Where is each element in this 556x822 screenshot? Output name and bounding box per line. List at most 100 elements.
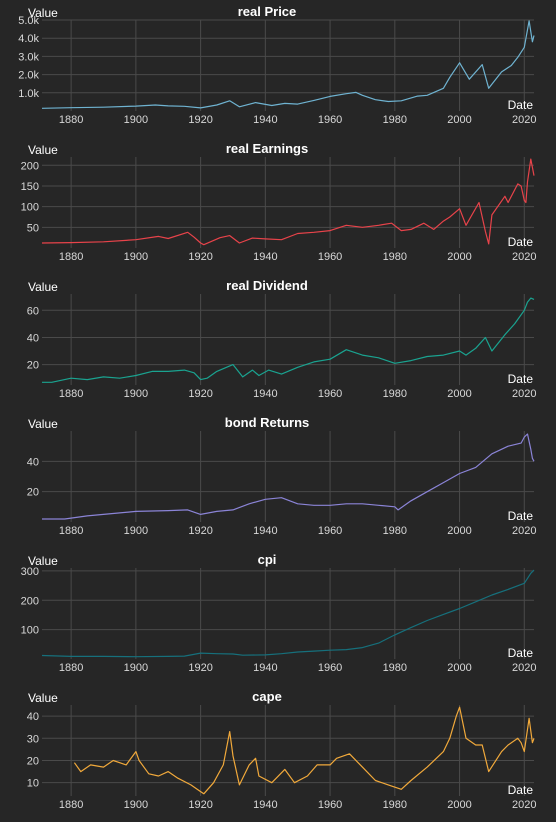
chart-panel-4: 1880 1900 1920 1940 1960 1980 2000 2020 100 200 30… <box>21 552 537 674</box>
y-tick-label: 40 <box>27 456 39 468</box>
x-tick-label: 1980 <box>383 251 407 263</box>
y-axis-label: Value <box>28 280 58 294</box>
x-axis-label: Date <box>508 509 534 523</box>
x-tick-label: 1880 <box>59 525 83 537</box>
x-tick-label: 1940 <box>253 662 277 674</box>
x-tick-label: 1900 <box>124 251 148 263</box>
x-tick-label: 1920 <box>188 114 212 126</box>
x-tick-label: 2000 <box>447 114 471 126</box>
series-line <box>42 297 535 383</box>
x-tick-label: 1920 <box>188 662 212 674</box>
chart-title: cpi <box>258 552 277 567</box>
x-tick-label: 1960 <box>318 388 342 400</box>
y-tick-label: 150 <box>21 181 39 193</box>
y-tick-label: 20 <box>27 487 39 499</box>
y-tick-label: 100 <box>21 625 39 637</box>
chart-title: real Earnings <box>226 141 308 156</box>
x-tick-label: 1940 <box>253 114 277 126</box>
x-tick-label: 2020 <box>512 114 536 126</box>
y-axis-label: Value <box>28 6 58 20</box>
x-tick-label: 1960 <box>318 114 342 126</box>
x-tick-label: 1960 <box>318 662 342 674</box>
y-tick-label: 30 <box>27 733 39 745</box>
x-tick-label: 1980 <box>383 525 407 537</box>
y-tick-label: 20 <box>27 360 39 372</box>
x-tick-label: 1980 <box>383 114 407 126</box>
y-tick-label: 2.0k <box>18 70 39 82</box>
x-tick-label: 2000 <box>447 388 471 400</box>
x-tick-label: 1960 <box>318 799 342 811</box>
x-tick-label: 2020 <box>512 662 536 674</box>
y-tick-label: 10 <box>27 778 39 790</box>
x-tick-label: 1960 <box>318 251 342 263</box>
x-tick-label: 2000 <box>447 799 471 811</box>
series-line <box>41 20 535 109</box>
y-tick-label: 4.0k <box>18 33 39 45</box>
x-tick-label: 1980 <box>383 799 407 811</box>
chart-title: bond Returns <box>225 415 310 430</box>
x-tick-label: 2020 <box>512 799 536 811</box>
y-tick-label: 40 <box>27 711 39 723</box>
x-tick-label: 2000 <box>447 525 471 537</box>
x-tick-label: 1880 <box>59 251 83 263</box>
x-tick-label: 2020 <box>512 525 536 537</box>
series-line <box>73 706 535 795</box>
chart-panel-3: 1880 1900 1920 1940 1960 1980 2000 20202040Valu… <box>27 415 537 537</box>
chart-panel-5: 1880 1900 1920 1940 1960 1980 2000 2020 10 20 30 40… <box>27 689 537 811</box>
x-tick-label: 1980 <box>383 388 407 400</box>
x-tick-label: 1880 <box>59 388 83 400</box>
x-tick-label: 1920 <box>188 799 212 811</box>
x-axis-label: Date <box>508 235 534 249</box>
x-tick-label: 1980 <box>383 662 407 674</box>
y-axis-label: Value <box>28 143 58 157</box>
x-tick-label: 1900 <box>124 388 148 400</box>
x-tick-label: 1920 <box>188 525 212 537</box>
y-tick-label: 300 <box>21 566 39 578</box>
y-tick-label: 50 <box>27 222 39 234</box>
chart-panel-2: 1880 1900 1920 1940 1960 1980 2000 2020204060Va… <box>27 278 537 400</box>
x-tick-label: 1900 <box>124 114 148 126</box>
y-axis-label: Value <box>28 554 58 568</box>
x-tick-label: 1900 <box>124 799 148 811</box>
chart-panel-1: 1880 1900 1920 1940 1960 1980 2000 2020 50 100 150… <box>21 141 537 263</box>
x-axis-label: Date <box>508 98 534 112</box>
chart-panel-0: 1880 1900 1920 1940 1960 1980 2000 2020 1.0k 2.0k… <box>18 4 536 126</box>
x-tick-label: 1920 <box>188 251 212 263</box>
x-tick-label: 1880 <box>59 799 83 811</box>
x-tick-label: 1940 <box>253 799 277 811</box>
y-tick-label: 200 <box>21 595 39 607</box>
x-tick-label: 1900 <box>124 662 148 674</box>
y-tick-label: 3.0k <box>18 51 39 63</box>
y-tick-label: 1.0k <box>18 88 39 100</box>
x-tick-label: 1920 <box>188 388 212 400</box>
y-tick-label: 40 <box>27 332 39 344</box>
y-tick-label: 5.0k <box>18 15 39 27</box>
x-axis-label: Date <box>508 783 534 797</box>
x-tick-label: 2000 <box>447 251 471 263</box>
y-tick-label: 60 <box>27 305 39 317</box>
x-tick-label: 1940 <box>253 251 277 263</box>
x-tick-label: 1880 <box>59 114 83 126</box>
y-axis-label: Value <box>28 691 58 705</box>
series-line <box>41 569 535 658</box>
series-line <box>41 158 535 246</box>
y-tick-label: 20 <box>27 755 39 767</box>
chart-title: cape <box>252 689 282 704</box>
y-tick-label: 100 <box>21 202 39 214</box>
x-tick-label: 2020 <box>512 388 536 400</box>
x-tick-label: 1940 <box>253 388 277 400</box>
x-axis-label: Date <box>508 372 534 386</box>
x-tick-label: 1880 <box>59 662 83 674</box>
x-axis-label: Date <box>508 646 534 660</box>
x-tick-label: 2000 <box>447 662 471 674</box>
x-tick-label: 1940 <box>253 525 277 537</box>
x-tick-label: 1900 <box>124 525 148 537</box>
chart-title: real Dividend <box>226 278 308 293</box>
y-tick-label: 200 <box>21 160 39 172</box>
chart-title: real Price <box>238 4 297 19</box>
series-line <box>42 433 535 520</box>
y-axis-label: Value <box>28 417 58 431</box>
x-tick-label: 1960 <box>318 525 342 537</box>
x-tick-label: 2020 <box>512 251 536 263</box>
